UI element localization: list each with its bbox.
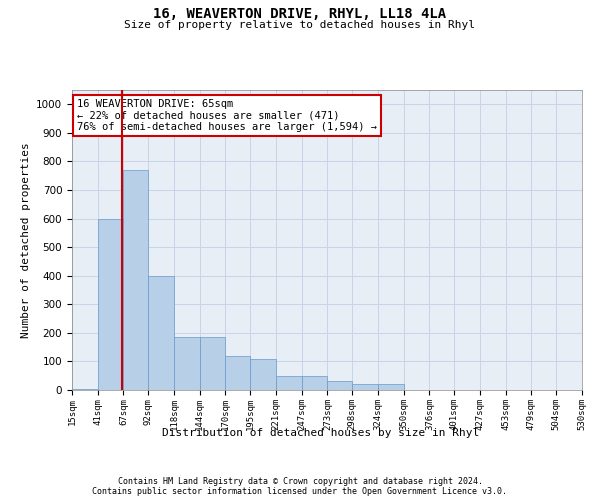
Bar: [200, 337, 226, 390]
Text: 16 WEAVERTON DRIVE: 65sqm
← 22% of detached houses are smaller (471)
76% of semi: 16 WEAVERTON DRIVE: 65sqm ← 22% of detac…: [77, 99, 377, 132]
Text: Contains HM Land Registry data © Crown copyright and database right 2024.: Contains HM Land Registry data © Crown c…: [118, 478, 482, 486]
Text: Contains public sector information licensed under the Open Government Licence v3: Contains public sector information licen…: [92, 488, 508, 496]
Bar: [72, 388, 98, 390]
Bar: [148, 276, 174, 390]
Bar: [328, 382, 352, 390]
Text: Distribution of detached houses by size in Rhyl: Distribution of detached houses by size …: [163, 428, 479, 438]
Bar: [98, 218, 124, 390]
Bar: [276, 376, 302, 390]
Bar: [378, 384, 404, 390]
Y-axis label: Number of detached properties: Number of detached properties: [20, 142, 31, 338]
Bar: [226, 356, 250, 390]
Text: 16, WEAVERTON DRIVE, RHYL, LL18 4LA: 16, WEAVERTON DRIVE, RHYL, LL18 4LA: [154, 8, 446, 22]
Bar: [174, 337, 200, 390]
Bar: [124, 170, 148, 390]
Bar: [352, 384, 378, 390]
Bar: [250, 358, 276, 390]
Bar: [302, 376, 328, 390]
Text: Size of property relative to detached houses in Rhyl: Size of property relative to detached ho…: [125, 20, 476, 30]
